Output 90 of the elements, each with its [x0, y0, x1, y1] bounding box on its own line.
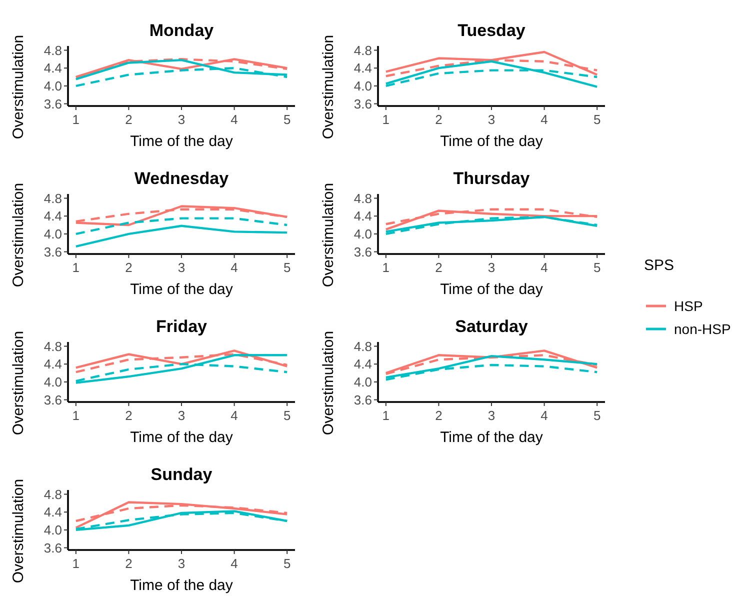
chart-title: Tuesday: [458, 21, 526, 40]
x-axis-title: Time of the day: [130, 281, 234, 298]
x-tick-label: 5: [283, 408, 291, 423]
y-tick-label: 4.4: [44, 356, 62, 372]
x-axis-title: Time of the day: [130, 429, 234, 446]
x-tick-label: 1: [382, 112, 390, 127]
x-tick-label: 3: [178, 408, 186, 423]
x-tick-label: 1: [72, 556, 80, 571]
legend-label: HSP: [674, 298, 703, 314]
y-tick-label: 4.0: [354, 78, 372, 94]
y-tick-label: 4.4: [354, 208, 372, 224]
x-tick-label: 5: [283, 260, 291, 275]
x-tick-label: 4: [230, 260, 238, 275]
x-tick-label: 1: [382, 260, 390, 275]
y-tick-label: 4.0: [354, 374, 372, 390]
x-axis-title: Time of the day: [130, 577, 234, 594]
y-tick-label: 3.6: [354, 96, 372, 112]
y-axis-title: Overstimulation: [10, 330, 27, 436]
x-tick-label: 1: [72, 408, 80, 423]
legend-label: non-HSP: [674, 320, 731, 337]
y-axis-title: Overstimulation: [10, 478, 27, 584]
y-tick-label: 3.6: [44, 540, 62, 556]
x-tick-label: 4: [540, 260, 548, 275]
line-series: [74, 217, 288, 236]
x-tick-label: 2: [125, 556, 132, 571]
y-axis-title: Overstimulation: [320, 34, 337, 140]
x-tick-label: 3: [488, 112, 496, 127]
x-tick-label: 2: [125, 260, 132, 275]
x-tick-label: 3: [488, 260, 496, 275]
line-series: [384, 50, 598, 76]
x-axis-title: Time of the day: [130, 133, 234, 150]
x-tick-label: 3: [178, 556, 186, 571]
x-tick-label: 4: [540, 408, 548, 423]
x-tick-label: 4: [230, 408, 238, 423]
x-tick-label: 4: [230, 556, 238, 571]
y-axis-title: Overstimulation: [320, 182, 337, 288]
line-series: [74, 224, 288, 248]
x-tick-label: 2: [435, 408, 442, 423]
chart-title: Wednesday: [134, 169, 230, 188]
x-tick-label: 5: [593, 260, 601, 275]
y-tick-label: 4.0: [44, 522, 62, 538]
y-axis-title: Overstimulation: [10, 34, 27, 140]
x-axis-title: Time of the day: [440, 281, 544, 298]
chart-title: Sunday: [150, 465, 213, 484]
x-axis-title: Time of the day: [440, 133, 544, 150]
y-tick-label: 4.4: [354, 356, 372, 372]
x-tick-label: 2: [125, 408, 132, 423]
x-tick-label: 5: [283, 556, 291, 571]
y-tick-label: 4.8: [354, 42, 372, 58]
x-tick-label: 3: [178, 112, 186, 127]
y-tick-label: 4.0: [44, 226, 62, 242]
x-tick-label: 2: [125, 112, 132, 127]
x-tick-label: 1: [72, 112, 80, 127]
x-axis-title: Time of the day: [440, 429, 544, 446]
x-tick-label: 2: [435, 112, 442, 127]
y-tick-label: 3.6: [44, 96, 62, 112]
y-tick-label: 3.6: [44, 244, 62, 260]
y-tick-label: 4.8: [44, 486, 62, 502]
x-tick-label: 4: [540, 112, 548, 127]
y-tick-label: 4.8: [354, 190, 372, 206]
chart-title: Friday: [156, 317, 208, 336]
y-tick-label: 4.8: [44, 42, 62, 58]
x-tick-label: 5: [593, 112, 601, 127]
y-tick-label: 4.0: [44, 374, 62, 390]
y-tick-label: 4.4: [44, 504, 62, 520]
chart-title: Thursday: [453, 169, 530, 188]
y-tick-label: 4.0: [354, 226, 372, 242]
x-tick-label: 5: [283, 112, 291, 127]
y-tick-label: 4.8: [44, 190, 62, 206]
x-tick-label: 1: [382, 408, 390, 423]
y-tick-label: 4.8: [354, 338, 372, 354]
y-tick-label: 4.8: [44, 338, 62, 354]
x-tick-label: 3: [178, 260, 186, 275]
x-tick-label: 4: [230, 112, 238, 127]
y-tick-label: 4.4: [354, 60, 372, 76]
x-tick-label: 3: [488, 408, 496, 423]
chart-title: Saturday: [455, 317, 528, 336]
y-tick-label: 4.4: [44, 60, 62, 76]
y-axis-title: Overstimulation: [10, 182, 27, 288]
chart-title: Monday: [149, 21, 214, 40]
x-tick-label: 2: [435, 260, 442, 275]
y-axis-title: Overstimulation: [320, 330, 337, 436]
y-tick-label: 3.6: [354, 244, 372, 260]
x-tick-label: 1: [72, 260, 80, 275]
x-tick-label: 5: [593, 408, 601, 423]
legend-title: SPS: [644, 257, 674, 274]
y-tick-label: 3.6: [44, 392, 62, 408]
y-tick-label: 4.0: [44, 78, 62, 94]
y-tick-label: 3.6: [354, 392, 372, 408]
y-tick-label: 4.4: [44, 208, 62, 224]
